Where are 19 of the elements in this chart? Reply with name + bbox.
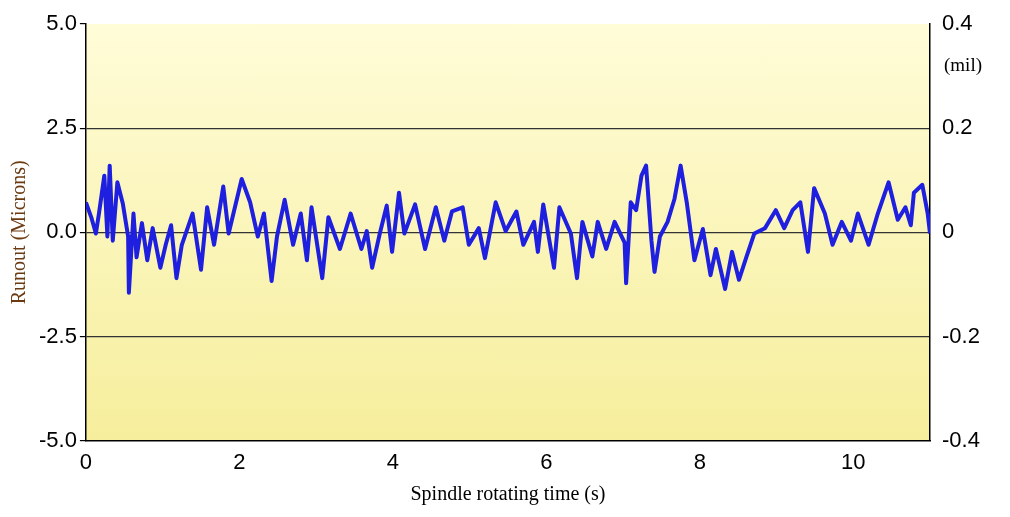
y2-tick-label: 0 xyxy=(942,218,955,244)
y-tick-label: 0.0 xyxy=(46,218,77,244)
y-tick-label: -5.0 xyxy=(38,426,77,452)
y2-tick-label: -0.2 xyxy=(942,322,980,348)
x-tick-label: 6 xyxy=(540,448,553,474)
y-axis-title: Runout (Microns) xyxy=(7,160,31,305)
y2-tick-label: 0.2 xyxy=(942,114,973,140)
y2-tick-label: -0.4 xyxy=(942,426,980,452)
y-tick-label: 2.5 xyxy=(46,114,77,140)
x-tick-label: 10 xyxy=(841,448,866,474)
x-tick-label: 2 xyxy=(233,448,246,474)
y-tick-label: -2.5 xyxy=(38,322,77,348)
x-tick-label: 8 xyxy=(693,448,706,474)
x-axis-title: Spindle rotating time (s) xyxy=(410,482,606,506)
y2-axis-title: (mil) xyxy=(944,53,982,76)
y2-tick-label: 0.4 xyxy=(942,10,973,36)
x-tick-label: 0 xyxy=(79,448,93,474)
x-tick-label: 4 xyxy=(386,448,399,474)
y-tick-label: 5.0 xyxy=(46,10,77,36)
